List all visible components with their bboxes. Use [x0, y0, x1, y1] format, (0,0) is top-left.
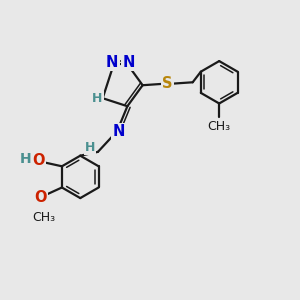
Text: H: H	[19, 152, 31, 166]
Text: H: H	[85, 141, 95, 154]
Text: N: N	[112, 124, 125, 139]
Text: N: N	[106, 55, 118, 70]
Text: CH₃: CH₃	[33, 211, 56, 224]
Text: O: O	[32, 153, 45, 168]
Text: CH₃: CH₃	[208, 120, 231, 133]
Text: N: N	[123, 55, 135, 70]
Text: O: O	[34, 190, 47, 205]
Text: H: H	[92, 92, 103, 105]
Text: S: S	[162, 76, 173, 91]
